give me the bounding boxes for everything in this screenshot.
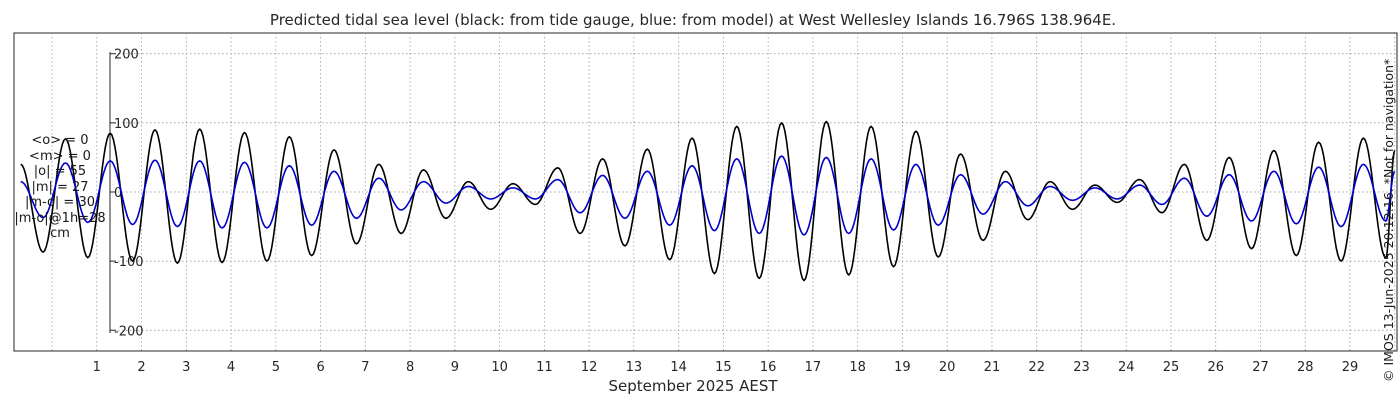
x-tick-label: 20	[939, 360, 956, 375]
y-tick-label: -100	[114, 255, 144, 270]
x-tick-label: 23	[1073, 360, 1090, 375]
chart-title: Predicted tidal sea level (black: from t…	[270, 11, 1116, 29]
grid	[51, 33, 1397, 351]
x-tick-label: 1	[93, 360, 101, 375]
x-tick-label: 12	[581, 360, 598, 375]
x-tick-label: 29	[1342, 360, 1359, 375]
x-tick-label: 16	[760, 360, 777, 375]
copyright-notice: © IMOS 13-Jun-2025 20:12:16. *Not for na…	[1381, 58, 1396, 382]
series-line-model	[20, 155, 1396, 236]
x-tick-label: 6	[316, 360, 324, 375]
x-tick-label: 7	[361, 360, 369, 375]
x-tick-label: 2	[137, 360, 145, 375]
x-tick-label: 25	[1163, 360, 1180, 375]
y-axis-ticks: -200 -100 0 100 200	[110, 48, 144, 339]
x-tick-label: 8	[406, 360, 414, 375]
stat-model-minus-observed-1h: |m-o|@1h=28	[14, 210, 106, 226]
stat-unit: cm	[50, 226, 70, 241]
stat-observed-mean: <o> = 0	[31, 133, 89, 148]
x-tick-label: 27	[1252, 360, 1269, 375]
stat-observed-abs: |o| = 55	[33, 164, 87, 179]
x-tick-label: 17	[805, 360, 822, 375]
stat-model-abs: |m| = 27	[31, 179, 89, 195]
stat-model-mean: <m> = 0	[29, 148, 91, 164]
x-tick-label: 14	[670, 360, 687, 375]
x-tick-label: 10	[491, 360, 508, 375]
y-tick-label: 0	[114, 186, 122, 201]
x-axis-label: September 2025 AEST	[608, 377, 778, 395]
x-tick-label: 26	[1207, 360, 1224, 375]
x-tick-label: 21	[984, 360, 1001, 375]
plot-frame	[13, 32, 1398, 352]
series-layer	[20, 120, 1396, 282]
x-tick-label: 24	[1118, 360, 1135, 375]
x-tick-label: 28	[1297, 360, 1314, 375]
y-tick-label: 100	[114, 117, 139, 132]
x-tick-label: 9	[451, 360, 459, 375]
x-tick-label: 15	[715, 360, 732, 375]
x-axis-ticks: 1 2 3 4 5 6 7 8 9 10 11 12 13 14 15 16 17 18 19 20 21 22 23 24 2…	[93, 360, 1359, 375]
x-tick-label: 11	[536, 360, 553, 375]
y-tick-label: 200	[114, 48, 139, 63]
x-tick-label: 13	[626, 360, 643, 375]
stat-model-minus-observed: |m-o| = 30	[24, 195, 95, 210]
x-tick-label: 19	[894, 360, 911, 375]
statistics-panel: <o> = 0 <m> = 0 |o| = 55 |m| = 27 |m-o| …	[8, 133, 112, 242]
x-tick-label: 18	[849, 360, 866, 375]
x-tick-label: 22	[1028, 360, 1045, 375]
x-tick-label: 3	[182, 360, 190, 375]
x-tick-label: 5	[272, 360, 280, 375]
y-tick-label: -200	[114, 324, 144, 339]
x-tick-label: 4	[227, 360, 235, 375]
series-line-tide-gauge	[20, 120, 1396, 282]
